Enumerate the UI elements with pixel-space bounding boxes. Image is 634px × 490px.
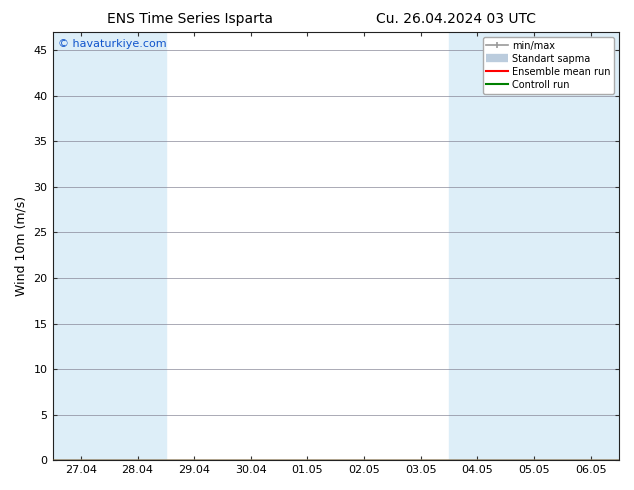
Y-axis label: Wind 10m (m/s): Wind 10m (m/s) xyxy=(15,196,28,296)
Bar xyxy=(506,32,562,460)
Text: ENS Time Series Isparta: ENS Time Series Isparta xyxy=(107,12,273,26)
Bar xyxy=(109,32,166,460)
Legend: min/max, Standart sapma, Ensemble mean run, Controll run: min/max, Standart sapma, Ensemble mean r… xyxy=(482,37,614,94)
Bar xyxy=(53,32,109,460)
Text: Cu. 26.04.2024 03 UTC: Cu. 26.04.2024 03 UTC xyxy=(377,12,536,26)
Bar xyxy=(449,32,506,460)
Bar xyxy=(562,32,619,460)
Text: © havaturkiye.com: © havaturkiye.com xyxy=(58,39,167,49)
